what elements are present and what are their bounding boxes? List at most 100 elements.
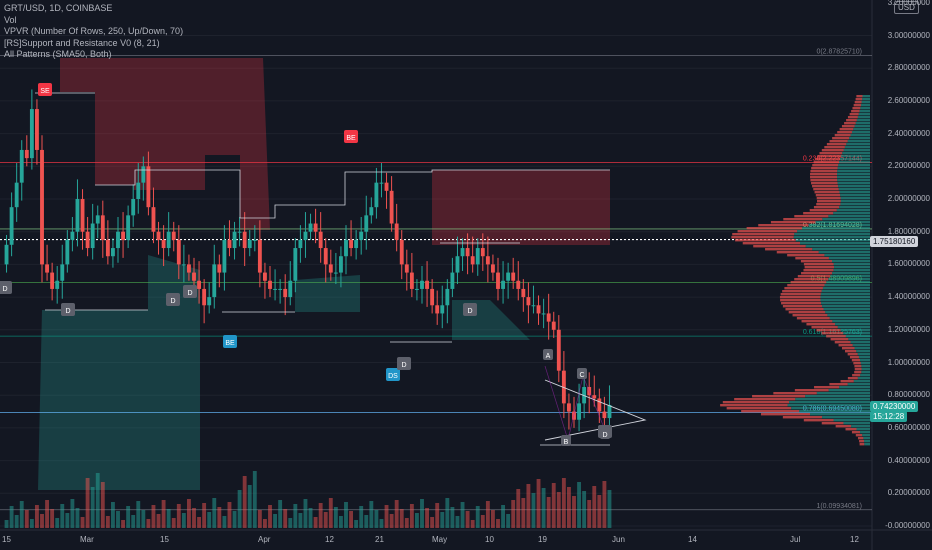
volume-profile-bar (741, 410, 800, 413)
volume-profile-bar (804, 266, 835, 269)
volume-profile-bar (826, 335, 846, 338)
sr-indicator-label[interactable]: [RS]Support and Resistance V0 (8, 21) (4, 37, 160, 48)
candle-body (197, 280, 201, 289)
candle-body (247, 239, 252, 249)
volume-profile-bar (787, 254, 825, 257)
abcd-point-marker (543, 349, 553, 360)
candle-body (212, 264, 217, 298)
volume-profile-bar (841, 347, 855, 350)
pattern-marker-label: DS (388, 373, 398, 380)
time-axis-tick: Jun (612, 535, 625, 544)
vpvr-indicator-label[interactable]: VPVR (Number Of Rows, 250, Up/Down, 70) (4, 26, 184, 36)
candle-body (192, 272, 196, 281)
candle-body (75, 199, 80, 232)
candle-body (283, 288, 288, 298)
pattern-marker-label: D (2, 286, 7, 293)
volume-bar (384, 505, 389, 528)
volume-profile-bar (850, 134, 870, 137)
symbol-title[interactable]: GRT/USD, 1D, COINBASE (4, 3, 113, 13)
volume-profile-bar (815, 221, 870, 224)
pattern-marker (183, 285, 197, 298)
volume-bar (75, 508, 80, 528)
volume-profile-bar (793, 236, 870, 239)
time-axis-tick: 21 (375, 535, 384, 544)
price-axis-tick: 3.20000000 (887, 0, 930, 7)
volume-bar (404, 518, 409, 528)
volume-profile-bar (815, 158, 840, 161)
volume-bar (465, 511, 470, 528)
volume-bar (161, 500, 166, 528)
candle-body (268, 280, 272, 289)
volume-profile-bar (800, 242, 870, 245)
volume-profile-bar (818, 251, 870, 254)
volume-bar (455, 516, 460, 528)
volume-profile-bar (837, 170, 870, 173)
volume-profile-bar (817, 155, 842, 158)
volume-profile-bar (824, 254, 870, 257)
volume-profile-bar (828, 257, 870, 260)
volume-profile-bar (809, 209, 837, 212)
volume-profile-bar (737, 230, 798, 233)
volume-bar (116, 511, 120, 528)
volume-profile-bar (837, 167, 870, 170)
candle-body (4, 244, 9, 265)
volume-bar (187, 499, 191, 528)
volume-profile-bar (803, 419, 834, 422)
candle-body (425, 280, 429, 289)
volume-indicator-label[interactable]: Vol (4, 14, 17, 25)
time-axis-tick: 14 (688, 535, 697, 544)
volume-bar (146, 519, 151, 528)
volume-profile-bar (782, 305, 823, 308)
volume-profile-bar (785, 308, 824, 311)
volume-profile-bar (860, 374, 870, 377)
candle-body (374, 182, 379, 208)
volume-profile-bar (847, 116, 858, 119)
volume-profile-bar (855, 122, 870, 125)
candle-body (116, 231, 120, 249)
patterns-indicator-label[interactable]: All Patterns (SMA50, Both) (4, 49, 112, 59)
candle-body (40, 149, 44, 265)
volume-profile-bar (861, 368, 870, 371)
price-axis-tick: -0.00000000 (885, 521, 930, 530)
volume-profile-bar (800, 260, 832, 263)
candle-body (19, 149, 24, 183)
volume-bar (511, 500, 516, 528)
volume-profile-bar (732, 233, 795, 236)
volume-profile-bar (734, 398, 796, 401)
volume-profile-bar (821, 290, 870, 293)
volume-profile-bar (810, 176, 838, 179)
volume-bar (344, 502, 348, 528)
volume-profile-bar (844, 122, 856, 125)
volume-profile-bar (832, 137, 850, 140)
volume-profile-bar (852, 344, 870, 347)
time-axis-tick: Apr (258, 535, 271, 544)
volume-profile-bar (846, 119, 857, 122)
candle-body (151, 207, 156, 232)
candle-body (394, 223, 399, 240)
fib-level-label: 0(2.87825710) (816, 48, 862, 55)
volume-bar (111, 502, 115, 528)
volume-bar (222, 516, 227, 528)
volume-profile-bar (847, 140, 870, 143)
volume-profile-bar (780, 293, 821, 296)
candle-body (55, 280, 60, 289)
volume-bar (521, 498, 526, 528)
candle-body (506, 272, 511, 281)
volume-profile-bar (833, 419, 870, 422)
candle-body (369, 207, 374, 216)
volume-profile-bar (849, 137, 870, 140)
volume-bar (339, 516, 343, 528)
currency-badge[interactable]: USD (894, 1, 919, 14)
pattern-marker-label: BE (346, 135, 356, 142)
candle-body (344, 239, 348, 257)
volume-profile-bar (820, 293, 870, 296)
price-axis-tick: 1.60000000 (887, 259, 930, 269)
volume-profile-bar (847, 377, 858, 380)
volume-bar (151, 505, 156, 528)
volume-profile-bar (788, 311, 826, 314)
candle-body (399, 239, 404, 265)
volume-bar (263, 519, 267, 528)
volume-bar (40, 514, 44, 528)
